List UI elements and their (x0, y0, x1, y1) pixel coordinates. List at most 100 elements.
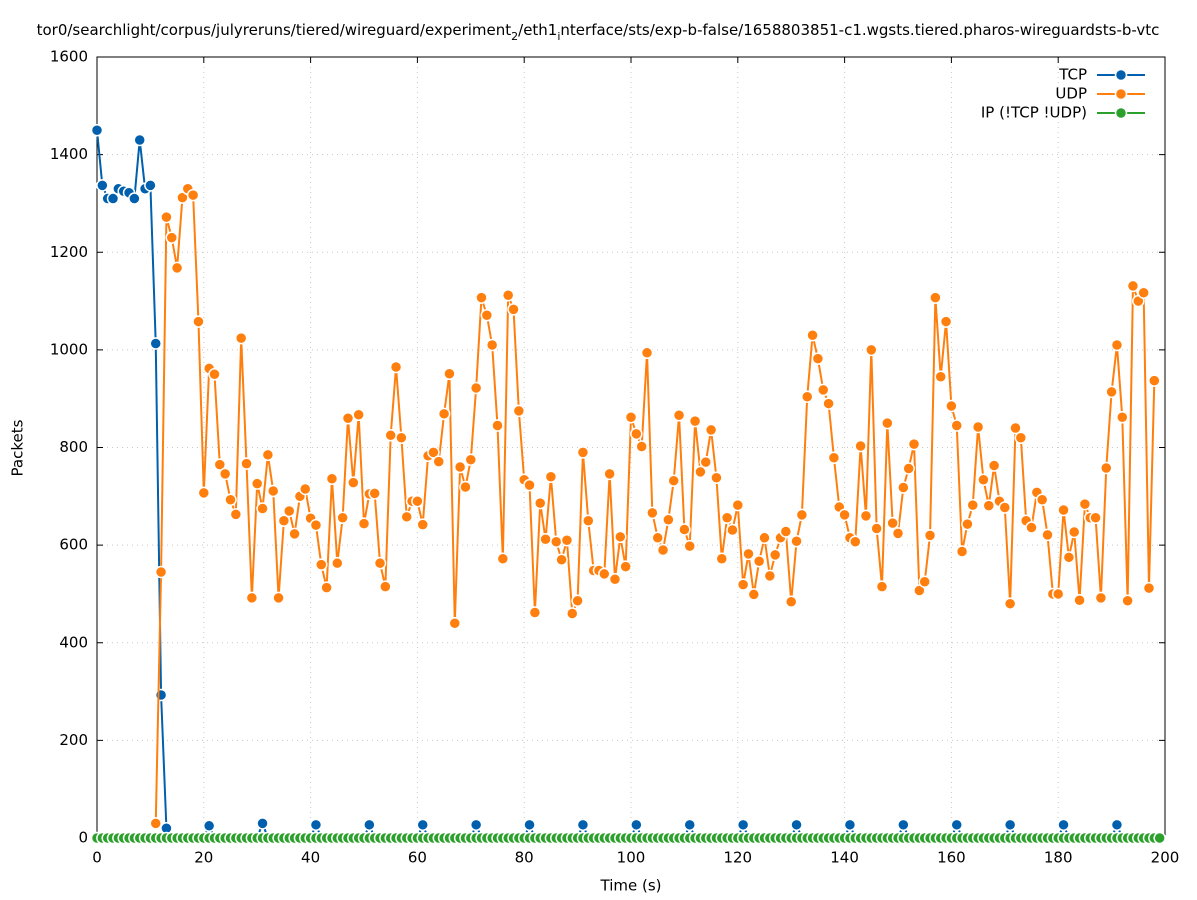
data-point (582, 514, 595, 527)
data-point (982, 499, 996, 512)
data-point (256, 502, 269, 515)
data-point (202, 819, 216, 833)
data-point (870, 522, 883, 535)
data-point (416, 818, 429, 832)
data-point (480, 308, 494, 322)
data-point (400, 510, 413, 524)
data-point (1067, 525, 1081, 539)
data-point (907, 437, 921, 451)
data-point (1110, 818, 1124, 832)
x-tick-label: 100 (617, 849, 646, 867)
data-point (1003, 597, 1017, 610)
data-point (1003, 818, 1017, 832)
title-segment: i (557, 30, 560, 43)
y-axis-label: Packets (9, 419, 27, 476)
data-point (768, 548, 782, 562)
data-point (1051, 587, 1065, 601)
data-point (635, 440, 648, 453)
data-point (934, 370, 947, 383)
data-point (523, 478, 536, 492)
data-point (250, 477, 264, 490)
data-point (891, 527, 905, 540)
data-point (261, 448, 275, 462)
data-point (886, 516, 899, 530)
data-point (667, 474, 680, 487)
legend-marker (1114, 68, 1128, 82)
data-point (512, 404, 526, 418)
data-point (144, 179, 157, 192)
data-point (838, 508, 851, 522)
data-point (678, 523, 691, 536)
data-point (368, 487, 381, 500)
y-tick-label: 600 (59, 536, 88, 554)
data-point (357, 517, 371, 530)
data-point (373, 556, 387, 570)
data-point (1041, 528, 1054, 542)
data-point (1126, 279, 1140, 293)
data-point (1116, 410, 1129, 424)
data-point (822, 397, 835, 410)
data-point (1142, 581, 1156, 595)
data-point (149, 337, 162, 350)
data-point (309, 518, 323, 532)
data-point (998, 501, 1012, 514)
data-point (566, 607, 579, 620)
data-point (694, 465, 707, 479)
data-point (272, 591, 285, 605)
x-tick-label: 0 (92, 849, 102, 867)
data-point (539, 533, 552, 546)
data-point (309, 818, 323, 832)
data-point (939, 315, 953, 328)
data-point (560, 533, 574, 547)
y-tick-label: 200 (59, 731, 88, 749)
data-point (491, 419, 504, 432)
data-point (192, 315, 205, 328)
data-point (528, 606, 542, 619)
data-point (736, 578, 750, 591)
data-point (1094, 591, 1108, 605)
legend-marker (1114, 106, 1128, 120)
data-point (1137, 286, 1150, 300)
data-point (763, 569, 777, 583)
data-point (1073, 594, 1086, 607)
data-point (816, 383, 830, 397)
data-point (902, 462, 915, 475)
data-point (347, 476, 360, 489)
data-point (315, 558, 328, 571)
data-point (432, 455, 446, 468)
data-point (961, 517, 974, 531)
data-point (784, 595, 798, 608)
title-segment: tor0/searchlight/corpus/julyreruns/tiere… (37, 21, 512, 39)
data-point (341, 411, 355, 425)
data-point (683, 818, 696, 832)
x-tick-label: 20 (194, 849, 213, 867)
data-point (1014, 431, 1028, 444)
data-point (266, 484, 280, 498)
data-point (507, 303, 520, 316)
data-point (282, 504, 296, 518)
data-point (779, 525, 793, 538)
data-point (256, 817, 269, 830)
data-point (464, 453, 478, 466)
y-tick-label: 1200 (50, 243, 88, 261)
data-point (1009, 421, 1022, 435)
data-point (245, 591, 259, 605)
data-point (1100, 461, 1113, 475)
data-point (1057, 503, 1070, 517)
data-point (128, 192, 141, 205)
data-point (688, 414, 702, 428)
data-point (683, 539, 696, 553)
data-point (811, 352, 825, 365)
data-point (453, 460, 467, 474)
legend-label: UDP (1055, 85, 1087, 103)
data-point (395, 431, 408, 444)
data-point (331, 556, 344, 570)
x-tick-label: 40 (301, 849, 320, 867)
data-point (555, 553, 568, 567)
data-point (1105, 385, 1118, 399)
data-point (448, 616, 462, 630)
data-point (363, 818, 376, 832)
data-point (603, 467, 616, 481)
data-point (186, 188, 200, 202)
